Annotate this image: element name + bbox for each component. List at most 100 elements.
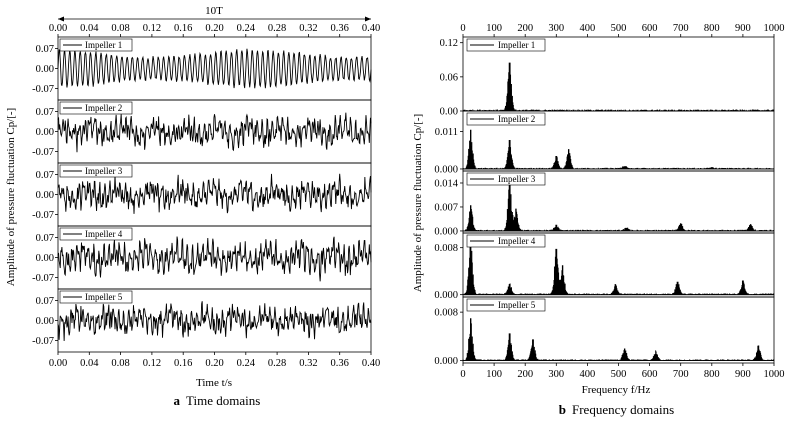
x-tick-label-top: 0.20 <box>205 23 223 34</box>
y-tick-label: 0.000 <box>434 226 458 237</box>
legend-box <box>59 38 133 52</box>
caption-letter-a: a <box>174 393 181 408</box>
y-tick-label: 0.06 <box>440 72 458 83</box>
x-tick-label-top: 400 <box>580 23 596 34</box>
frequency-domain-chart: 0.12 0.06 0.00 Impeller 1 0.011 0.000 Impeller… <box>434 23 784 380</box>
spectrum-line <box>462 62 775 112</box>
x-tick-label-top: 1000 <box>764 23 785 34</box>
x-tick-label: 0 <box>460 369 465 380</box>
legend-label: Impeller 1 <box>85 40 122 50</box>
y-tick-label: 0.000 <box>434 356 458 367</box>
time-xlabel: Time t/s <box>196 377 232 389</box>
freq-panel-3: 0.014 0.007 0.000 Impeller 3 <box>434 170 775 237</box>
y-tick-label: -0.07 <box>32 147 54 158</box>
x-tick-label: 900 <box>735 369 751 380</box>
time-panel-3: 0.07 0.00 -0.07 Impeller 3 <box>32 162 372 227</box>
x-tick-label-top: 0.40 <box>362 23 380 34</box>
y-tick-label: 0.07 <box>36 296 54 307</box>
y-tick-label: 0.07 <box>36 233 54 244</box>
legend-label: Impeller 2 <box>85 103 122 113</box>
time-domain-chart: 0.07 0.00 -0.07 Impeller 1 0.07 0.00 -0.07 Impe… <box>32 23 380 369</box>
x-tick-label-top: 0.24 <box>237 23 256 34</box>
legend-box <box>466 38 546 52</box>
legend-label: Impeller 3 <box>498 174 536 184</box>
y-tick-label: -0.07 <box>32 84 54 95</box>
freq-panel-1: 0.12 0.06 0.00 Impeller 1 <box>440 36 775 118</box>
x-tick-label: 600 <box>642 369 658 380</box>
x-tick-label: 300 <box>548 369 564 380</box>
y-tick-label: 0.00 <box>36 253 54 264</box>
x-tick-label-top: 0.28 <box>268 23 286 34</box>
x-tick-label: 0.16 <box>174 358 192 369</box>
y-tick-label: 0.07 <box>36 44 54 55</box>
time-series-line <box>57 48 372 89</box>
time-series-line <box>57 173 372 214</box>
x-tick-label: 0.32 <box>299 358 317 369</box>
x-tick-label-top: 200 <box>517 23 533 34</box>
legend-label: Impeller 3 <box>85 166 123 176</box>
legend-label: Impeller 2 <box>498 114 535 124</box>
legend-label: Impeller 1 <box>498 40 535 50</box>
freq-ylabel: Amplitude of pressure fluctuation Cp/[-] <box>412 114 424 292</box>
x-tick-label-top: 700 <box>673 23 689 34</box>
legend-label: Impeller 4 <box>85 229 123 239</box>
y-tick-label: 0.014 <box>434 178 458 189</box>
x-tick-label: 0.36 <box>331 358 349 369</box>
y-tick-label: 0.12 <box>440 38 458 49</box>
freq-xlabel: Frequency f/Hz <box>582 384 651 396</box>
y-tick-label: 0.00 <box>36 127 54 138</box>
x-tick-label: 800 <box>704 369 720 380</box>
x-tick-label-top: 0.36 <box>331 23 349 34</box>
y-tick-label: 0.00 <box>36 64 54 75</box>
y-tick-label: 0.07 <box>36 107 54 118</box>
y-tick-label: 0.007 <box>434 202 458 213</box>
y-tick-label: 0.000 <box>434 164 458 175</box>
x-tick-label: 1000 <box>764 369 785 380</box>
x-tick-label-top: 300 <box>548 23 564 34</box>
period-label: 10T <box>205 5 223 17</box>
x-tick-label-top: 0.08 <box>111 23 129 34</box>
legend-box <box>59 290 133 304</box>
x-tick-label: 100 <box>486 369 502 380</box>
x-tick-label: 0.04 <box>80 358 99 369</box>
time-panel-5: 0.07 0.00 -0.07 Impeller 5 <box>32 288 372 353</box>
x-tick-label-top: 100 <box>486 23 502 34</box>
legend-box <box>466 234 546 248</box>
y-tick-label: 0.000 <box>434 290 458 301</box>
x-tick-label: 0.20 <box>205 358 223 369</box>
y-tick-label: -0.07 <box>32 210 54 221</box>
x-tick-label: 0.12 <box>143 358 161 369</box>
time-panel-1: 0.07 0.00 -0.07 Impeller 1 <box>32 36 372 101</box>
time-series-line <box>57 112 372 153</box>
y-tick-label: 0.07 <box>36 170 54 181</box>
x-tick-label-top: 800 <box>704 23 720 34</box>
caption-letter-b: b <box>559 402 566 417</box>
time-panel-4: 0.07 0.00 -0.07 Impeller 4 <box>32 225 372 290</box>
x-tick-label-top: 0.32 <box>299 23 317 34</box>
x-tick-label-top: 900 <box>735 23 751 34</box>
time-ylabel: Amplitude of pressure fluctuation Cp/[-] <box>5 108 17 286</box>
spectrum-line <box>462 182 775 232</box>
freq-panel-5: 0.008 0.000 Impeller 5 <box>434 296 775 367</box>
freq-panel-4: 0.008 0.000 Impeller 4 <box>434 232 775 301</box>
x-tick-label: 0.28 <box>268 358 286 369</box>
y-tick-label: 0.00 <box>36 190 54 201</box>
legend-box <box>466 172 546 186</box>
x-tick-label-top: 0 <box>460 23 465 34</box>
x-tick-label: 0.00 <box>49 358 67 369</box>
y-tick-label: 0.00 <box>440 107 458 118</box>
y-tick-label: -0.07 <box>32 273 54 284</box>
spectrum-line <box>462 318 775 362</box>
y-tick-label: 0.011 <box>435 127 458 138</box>
x-tick-label: 0.08 <box>111 358 129 369</box>
legend-box <box>466 298 546 312</box>
freq-panel-2: 0.011 0.000 Impeller 2 <box>434 110 775 175</box>
caption-text-a: Time domains <box>186 393 260 408</box>
legend-label: Impeller 5 <box>85 292 123 302</box>
y-tick-label: -0.07 <box>32 336 54 347</box>
legend-box <box>59 164 133 178</box>
x-tick-label: 700 <box>673 369 689 380</box>
legend-label: Impeller 4 <box>498 236 536 246</box>
x-tick-label-top: 500 <box>611 23 627 34</box>
time-series-line <box>57 236 372 282</box>
